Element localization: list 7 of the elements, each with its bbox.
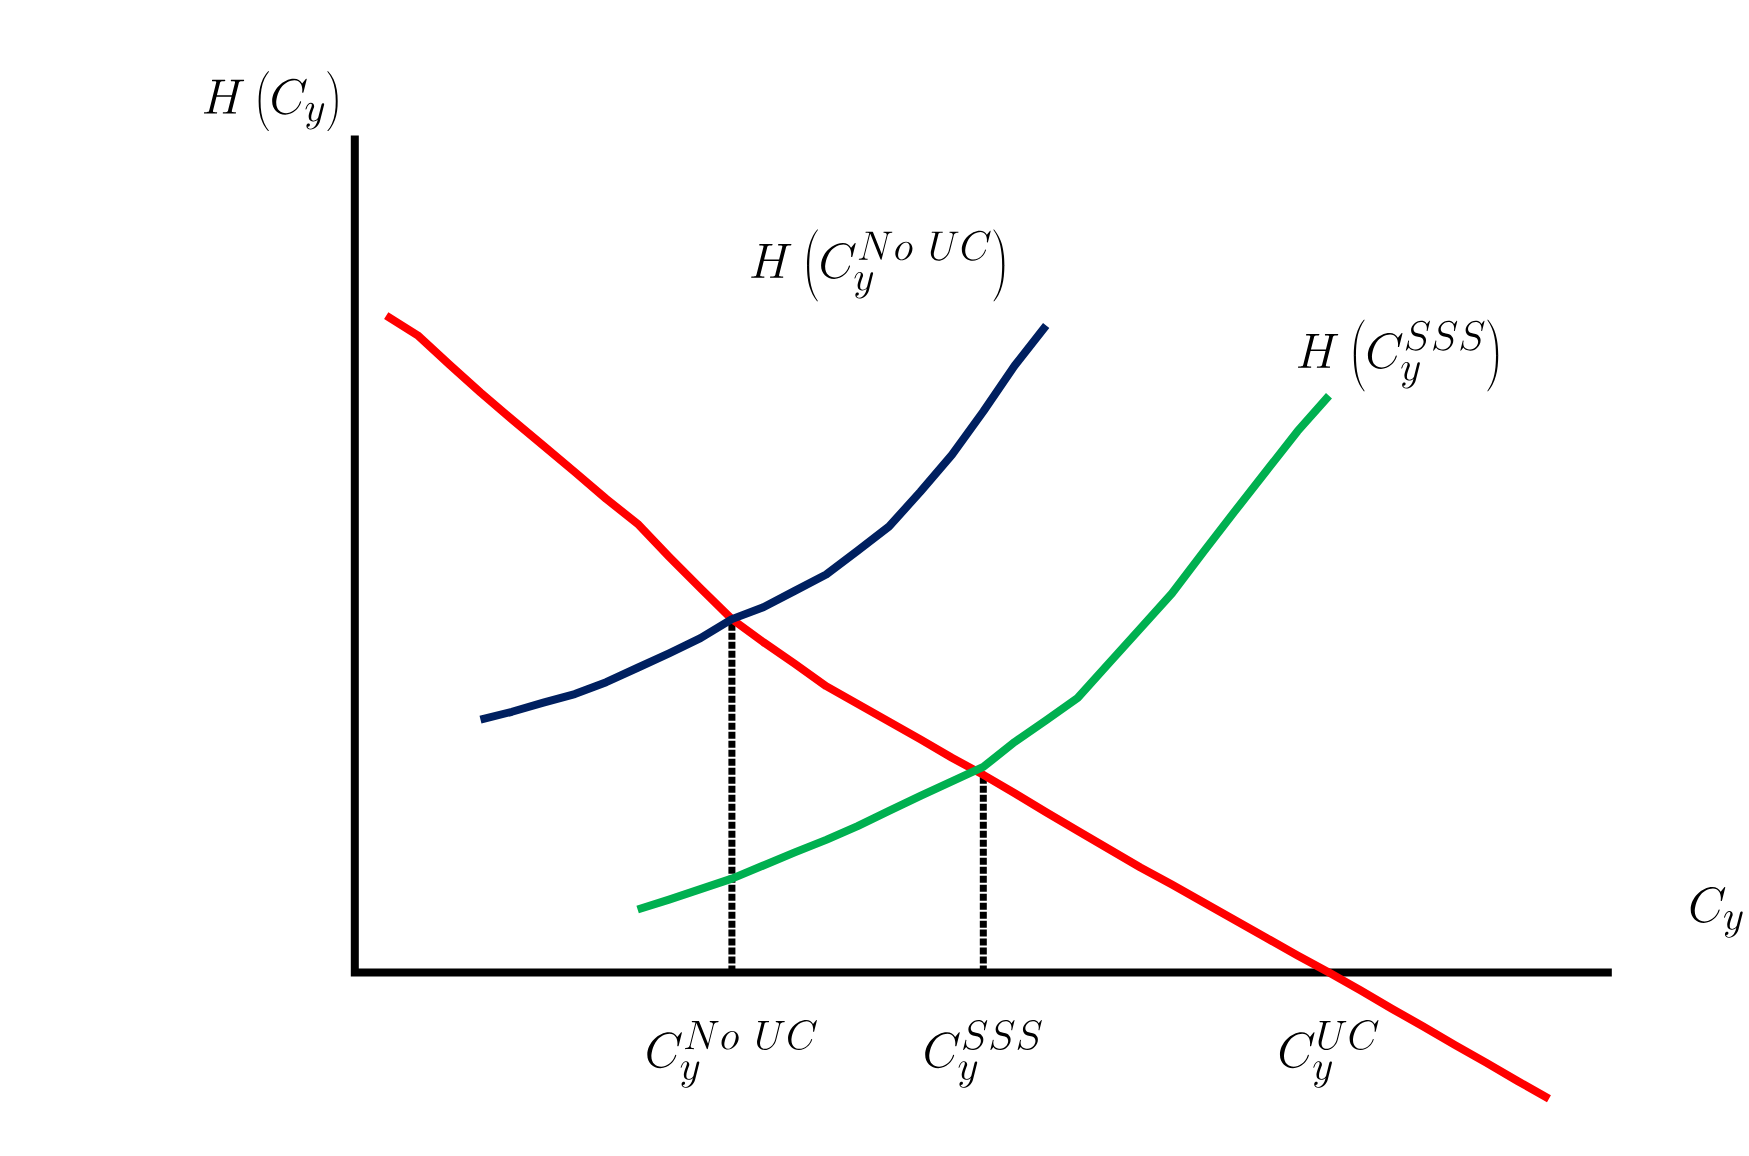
- series-label: $H\left(C_y^{SSS}\right)$: [1297, 319, 1499, 392]
- text: $H\left(C_y\right)$: [203, 71, 338, 132]
- text: $H\left(C_y^{No\ UC}\right)$: [751, 229, 1005, 302]
- x-tick-label: $C_y^{SSS}$: [925, 1020, 1042, 1088]
- x-tick-label: $C_y^{UC}$: [1279, 1020, 1379, 1088]
- x-tick-label: $C_y^{No\ UC}$: [647, 1020, 817, 1088]
- x-axis-title: $C_y$: [1690, 886, 1743, 938]
